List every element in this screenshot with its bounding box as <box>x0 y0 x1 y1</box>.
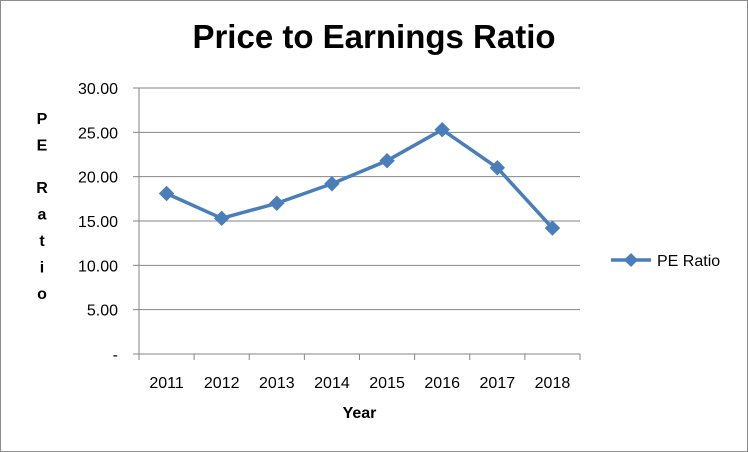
legend-label: PE Ratio <box>657 253 720 270</box>
series-pe-ratio <box>158 121 561 236</box>
y-tick-label: 15.00 <box>78 214 118 231</box>
y-tick-label: 20.00 <box>78 170 118 187</box>
y-tick-label: 5.00 <box>87 303 118 320</box>
y-tick-label: - <box>113 347 118 364</box>
data-point-marker <box>269 195 285 211</box>
y-axis-title: PE Ratio <box>36 111 48 303</box>
x-tick-label: 2016 <box>424 375 460 392</box>
x-tick-labels: 2011 2012 2013 2014 2015 2016 2017 2018 <box>149 375 570 392</box>
data-point-marker <box>379 152 395 169</box>
x-tick-label: 2011 <box>149 375 184 392</box>
x-tick-label: 2017 <box>480 375 516 392</box>
data-point-marker <box>324 176 340 192</box>
x-tick-label: 2018 <box>535 375 571 392</box>
y-axis-title-char: i <box>40 259 44 276</box>
data-point-marker <box>213 210 230 227</box>
data-point-marker <box>158 185 175 202</box>
y-axis-title-char: o <box>37 286 47 303</box>
y-axis-title-char: a <box>38 206 47 223</box>
legend: PE Ratio <box>611 253 720 270</box>
x-tick-label: 2013 <box>259 375 295 392</box>
axes <box>133 87 581 360</box>
data-point-marker <box>544 220 561 236</box>
y-tick-label: 30.00 <box>78 81 118 98</box>
y-axis-title-char: P <box>37 111 48 128</box>
x-tick-label: 2012 <box>204 375 240 392</box>
x-axis-title: Year <box>343 405 377 422</box>
x-tick-label: 2015 <box>369 375 405 392</box>
y-tick-label: 25.00 <box>78 125 118 142</box>
y-tick-labels: - 5.00 10.00 15.00 20.00 25.00 30.00 <box>78 81 118 364</box>
gridlines <box>139 87 580 311</box>
y-axis-title-char: E <box>37 138 48 155</box>
x-tick-label: 2014 <box>314 375 350 392</box>
chart-title: Price to Earnings Ratio <box>192 18 556 55</box>
legend-marker <box>624 253 638 267</box>
data-point-marker <box>489 160 506 176</box>
y-tick-label: 10.00 <box>78 258 118 275</box>
y-axis-title-char: R <box>36 180 48 197</box>
y-axis-title-char: t <box>39 233 45 250</box>
series-line <box>165 127 554 230</box>
data-point-marker <box>434 121 450 138</box>
